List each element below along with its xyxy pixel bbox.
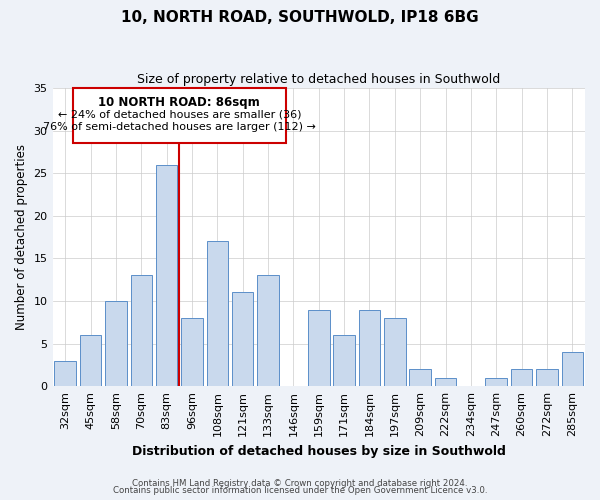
Text: Contains HM Land Registry data © Crown copyright and database right 2024.: Contains HM Land Registry data © Crown c… [132,478,468,488]
Bar [206,242,228,386]
Bar [80,335,101,386]
Y-axis label: Number of detached properties: Number of detached properties [15,144,28,330]
Bar [359,310,380,386]
Text: Contains public sector information licensed under the Open Government Licence v3: Contains public sector information licen… [113,486,487,495]
X-axis label: Distribution of detached houses by size in Southwold: Distribution of detached houses by size … [132,444,506,458]
FancyBboxPatch shape [73,88,286,144]
Bar [257,276,279,386]
Text: 10, NORTH ROAD, SOUTHWOLD, IP18 6BG: 10, NORTH ROAD, SOUTHWOLD, IP18 6BG [121,10,479,25]
Bar [131,276,152,386]
Title: Size of property relative to detached houses in Southwold: Size of property relative to detached ho… [137,72,500,86]
Bar [485,378,507,386]
Bar [562,352,583,386]
Bar [435,378,457,386]
Bar [232,292,253,386]
Text: 10 NORTH ROAD: 86sqm: 10 NORTH ROAD: 86sqm [98,96,260,108]
Bar [308,310,329,386]
Bar [181,318,203,386]
Bar [105,301,127,386]
Bar [536,369,558,386]
Bar [511,369,532,386]
Bar [409,369,431,386]
Bar [334,335,355,386]
Bar [156,164,178,386]
Bar [384,318,406,386]
Text: 76% of semi-detached houses are larger (112) →: 76% of semi-detached houses are larger (… [43,122,316,132]
Text: ← 24% of detached houses are smaller (36): ← 24% of detached houses are smaller (36… [58,110,301,120]
Bar [55,360,76,386]
